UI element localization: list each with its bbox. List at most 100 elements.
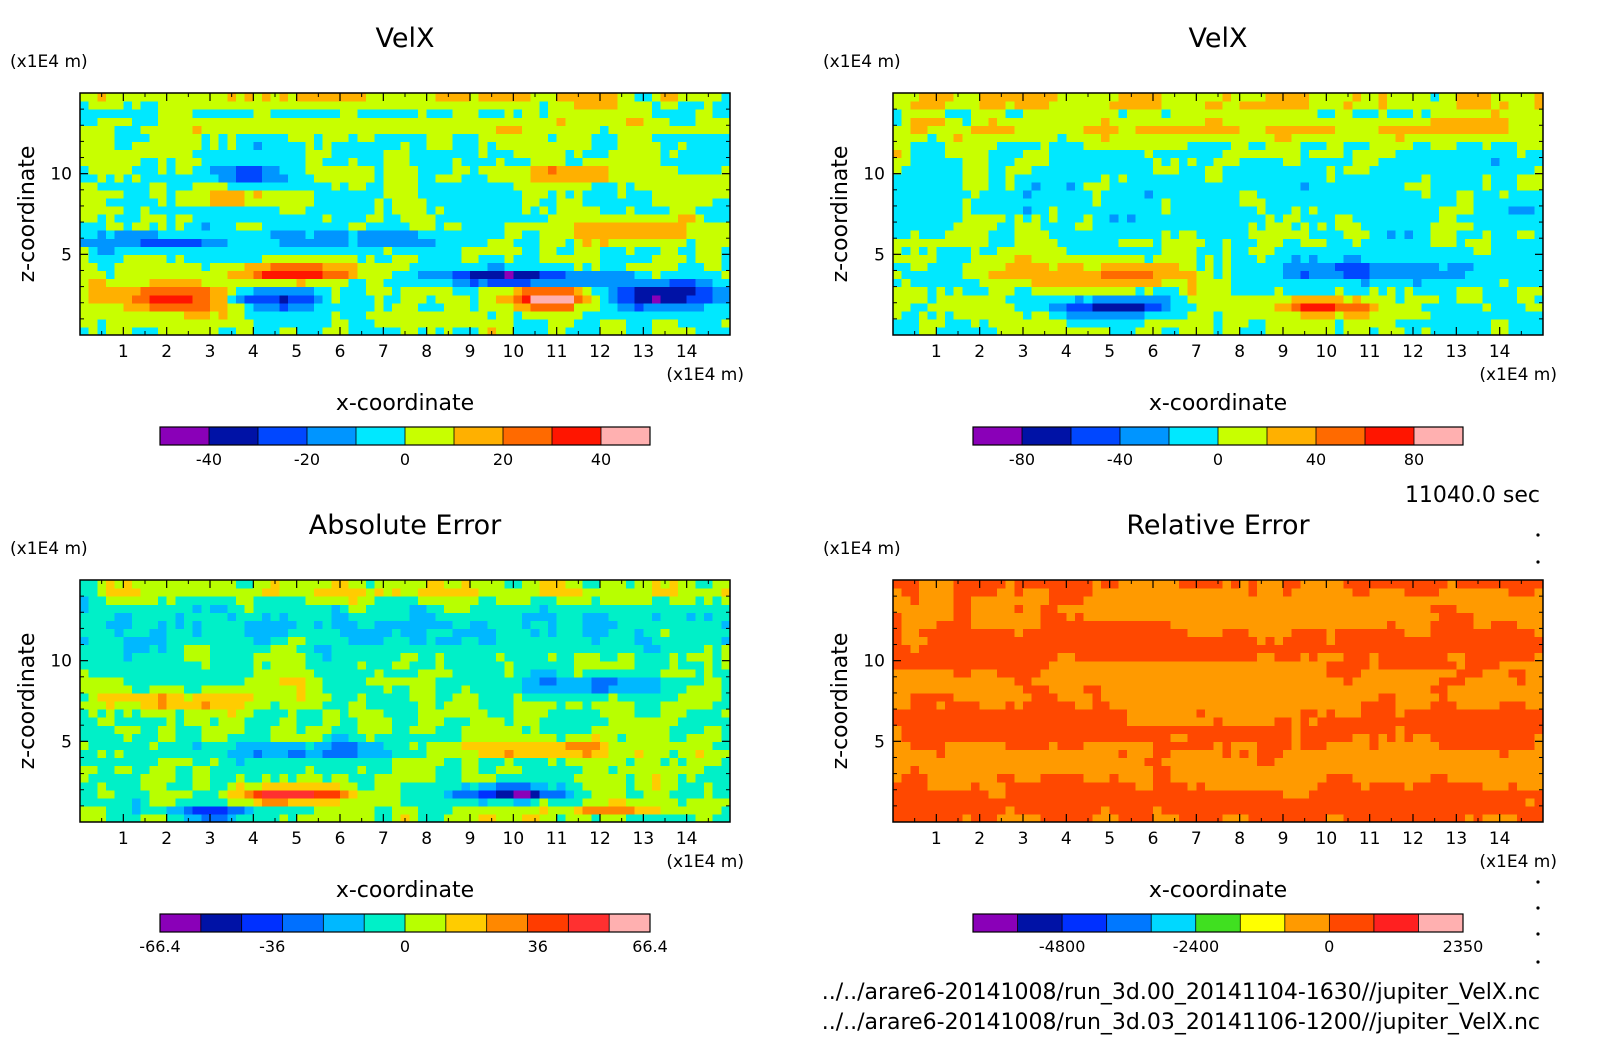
x-tick-label: 1 [931, 829, 942, 849]
colorbar-swatch [609, 914, 650, 932]
x-tick-label: 6 [335, 829, 346, 849]
y-tick-label: 5 [874, 245, 885, 265]
colorbar-swatch [307, 427, 356, 445]
x-tick-label: 11 [1359, 829, 1381, 849]
y-axis-label: z-coordinate [15, 146, 40, 283]
x-tick-label: 8 [1234, 342, 1245, 362]
x-tick-label: 7 [1191, 342, 1202, 362]
x-tick-label: 14 [1489, 342, 1511, 362]
x-tick-label: 1 [118, 829, 129, 849]
colorbar-swatch [1120, 427, 1169, 445]
x-axis-label: x-coordinate [336, 391, 474, 416]
colorbar-swatch [486, 914, 528, 932]
x-tick-label: 5 [291, 829, 302, 849]
y-axis-label: z-coordinate [828, 633, 853, 770]
dot-markers [1536, 533, 1540, 964]
colorbar-swatch [445, 914, 487, 932]
colorbar-swatch [1017, 914, 1063, 932]
colorbar-tick-label: 0 [1324, 937, 1334, 956]
x-axis-label: x-coordinate [336, 878, 474, 903]
colorbar-swatch [364, 914, 405, 932]
colorbar-tick-label: 2350 [1443, 937, 1484, 956]
colorbar-swatch [323, 914, 365, 932]
y-tick-label: 5 [61, 732, 72, 752]
colorbar-tick-label: -66.4 [139, 937, 180, 956]
y-unit-label: (x1E4 m) [10, 539, 88, 559]
colorbar-swatch [1373, 914, 1419, 932]
y-tick-label: 5 [61, 245, 72, 265]
y-tick-label: 10 [863, 652, 885, 672]
colorbar-swatch [1151, 914, 1196, 932]
colorbar-tick-label: -4800 [1039, 937, 1086, 956]
y-unit-label: (x1E4 m) [823, 539, 901, 559]
x-unit-label: (x1E4 m) [666, 852, 744, 872]
x-tick-label: 3 [1018, 342, 1029, 362]
colorbar-swatch [1218, 427, 1267, 445]
x-tick-label: 12 [1402, 829, 1424, 849]
file-path-1: ../../arare6-20141008/run_3d.00_20141104… [822, 980, 1540, 1005]
colorbar-tick-label: 0 [400, 450, 410, 469]
colorbar-swatch [1329, 914, 1374, 932]
x-tick-label: 4 [1061, 829, 1072, 849]
colorbar-tick-label: -40 [1107, 450, 1133, 469]
colorbar-tick-label: 40 [1306, 450, 1326, 469]
x-tick-label: 5 [1104, 342, 1115, 362]
x-tick-label: 13 [633, 342, 655, 362]
x-tick-label: 5 [1104, 829, 1115, 849]
x-tick-label: 11 [546, 829, 568, 849]
colorbar-swatch [405, 427, 454, 445]
y-tick-label: 10 [863, 165, 885, 185]
y-tick-label: 5 [874, 732, 885, 752]
x-tick-label: 10 [503, 829, 525, 849]
x-tick-label: 13 [1446, 829, 1468, 849]
x-tick-label: 9 [1278, 829, 1289, 849]
y-axis-label: z-coordinate [15, 633, 40, 770]
colorbar-swatch [503, 427, 552, 445]
x-tick-label: 8 [1234, 829, 1245, 849]
file-path-2: ../../arare6-20141008/run_3d.03_20141106… [822, 1010, 1540, 1035]
colorbar-swatch [454, 427, 503, 445]
heatmap-field [893, 580, 1544, 823]
x-tick-label: 6 [1148, 829, 1159, 849]
colorbar-swatch [1106, 914, 1152, 932]
x-tick-label: 9 [1278, 342, 1289, 362]
colorbar-swatch [405, 914, 446, 932]
colorbar-tick-label: -80 [1009, 450, 1035, 469]
x-tick-label: 14 [1489, 829, 1511, 849]
colorbar-tick-label: -20 [294, 450, 320, 469]
colorbar-swatch [1169, 427, 1218, 445]
colorbar-swatch [160, 427, 209, 445]
chart-title: VelX [376, 23, 435, 54]
x-tick-label: 2 [974, 829, 985, 849]
colorbar-swatch [356, 427, 405, 445]
colorbar-tick-label: -36 [259, 937, 285, 956]
colorbar-swatch [282, 914, 324, 932]
colorbar-swatch [1316, 427, 1365, 445]
x-tick-label: 1 [118, 342, 129, 362]
x-tick-label: 4 [1061, 342, 1072, 362]
x-tick-label: 3 [205, 829, 216, 849]
x-tick-label: 3 [1018, 829, 1029, 849]
colorbar-tick-label: -2400 [1173, 937, 1220, 956]
colorbar-tick-label: -40 [196, 450, 222, 469]
colorbar-tick-label: 80 [1404, 450, 1424, 469]
x-tick-label: 2 [161, 829, 172, 849]
x-tick-label: 7 [1191, 829, 1202, 849]
x-tick-label: 6 [1148, 342, 1159, 362]
y-unit-label: (x1E4 m) [823, 52, 901, 72]
x-tick-label: 12 [589, 342, 611, 362]
chart-title: Absolute Error [309, 510, 502, 541]
x-tick-label: 10 [1316, 829, 1338, 849]
x-tick-label: 3 [205, 342, 216, 362]
heatmap-field [893, 93, 1544, 336]
y-unit-label: (x1E4 m) [10, 52, 88, 72]
colorbar-swatch [552, 427, 601, 445]
x-tick-label: 13 [1446, 342, 1468, 362]
colorbar-swatch [258, 427, 307, 445]
colorbar-swatch [1195, 914, 1241, 932]
x-tick-label: 12 [589, 829, 611, 849]
colorbar-swatch [1022, 427, 1071, 445]
colorbar-swatch [527, 914, 569, 932]
